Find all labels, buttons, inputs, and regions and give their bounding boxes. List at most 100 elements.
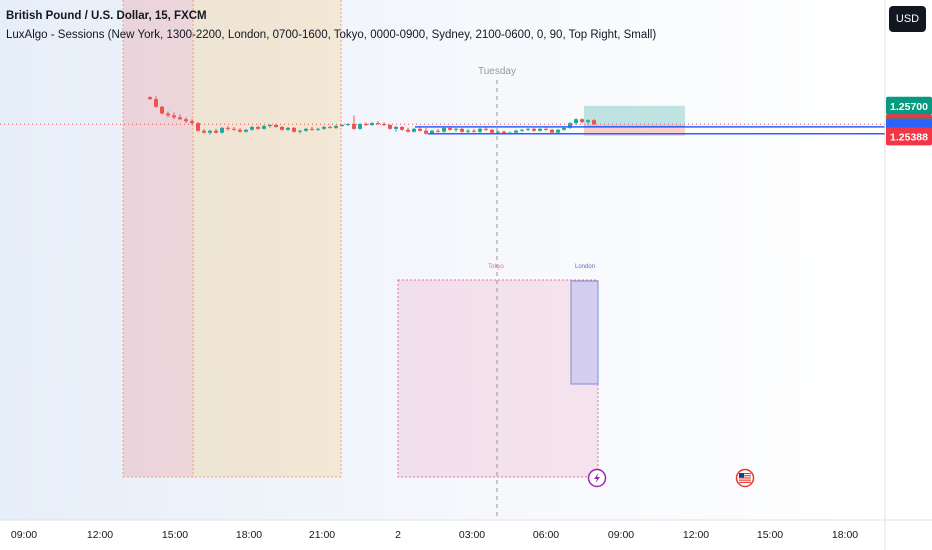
candle: [214, 128, 218, 134]
candle-body: [478, 128, 482, 132]
candle: [460, 127, 464, 133]
candle-body: [538, 128, 542, 131]
currency-button[interactable]: USD: [889, 6, 926, 32]
candle: [298, 129, 302, 134]
candle: [574, 118, 578, 125]
candle: [550, 128, 554, 134]
candle-body: [544, 128, 548, 130]
symbol-title: British Pound / U.S. Dollar, 15, FXCM: [6, 10, 207, 22]
candle: [412, 127, 416, 133]
indicator-legend[interactable]: LuxAlgo - Sessions (New York, 1300-2200,…: [6, 29, 657, 41]
candle: [286, 126, 290, 131]
candle: [466, 128, 470, 134]
candle-body: [490, 129, 494, 133]
position-stop-zone[interactable]: [584, 126, 685, 136]
flag-stripe: [739, 479, 751, 481]
candle: [202, 128, 206, 134]
candle: [250, 125, 254, 131]
candle: [166, 111, 170, 118]
candle-body: [208, 130, 212, 133]
candle: [238, 127, 242, 133]
candle: [394, 125, 398, 132]
candle-body: [502, 131, 506, 134]
candle: [526, 127, 530, 131]
time-tick-label: 15:00: [757, 529, 783, 541]
candle-body: [556, 129, 560, 133]
session-box-london[interactable]: [570, 280, 599, 385]
candle-body: [256, 126, 260, 129]
candle-body: [148, 97, 152, 100]
candle-body: [418, 128, 422, 131]
candle-body: [274, 125, 278, 127]
candle: [352, 115, 356, 130]
candle-body: [310, 128, 314, 130]
candle-body: [184, 119, 188, 122]
candle: [418, 126, 422, 132]
candle-body: [322, 126, 326, 129]
candle: [556, 128, 560, 134]
candle-body: [154, 99, 158, 107]
candle-body: [268, 125, 272, 126]
candle-body: [376, 123, 380, 125]
candle-body: [436, 130, 440, 132]
candle: [388, 124, 392, 130]
candle-body: [334, 125, 338, 128]
chart-background: [0, 0, 885, 520]
candle-body: [430, 130, 434, 134]
candle: [580, 118, 584, 124]
candle-body: [412, 128, 416, 132]
candle: [322, 125, 326, 130]
lightning-icon[interactable]: [587, 468, 607, 488]
candle-body: [202, 130, 206, 133]
candle-body: [232, 128, 236, 130]
candle-body: [550, 129, 554, 133]
candle: [232, 126, 236, 131]
candle: [358, 123, 362, 130]
candle: [490, 128, 494, 134]
candle-body: [574, 119, 578, 124]
candle-body: [562, 127, 566, 130]
candle: [154, 96, 158, 108]
candle-body: [400, 126, 404, 130]
time-tick-label: 09:00: [608, 529, 634, 541]
candle: [304, 127, 308, 132]
candle: [382, 122, 386, 126]
candle: [592, 119, 596, 125]
candle: [184, 117, 188, 124]
candle: [292, 126, 296, 133]
candle: [172, 112, 176, 120]
candle-body: [358, 124, 362, 129]
candle-body: [484, 128, 488, 130]
candle: [208, 129, 212, 135]
target-price-label-bg: [886, 96, 932, 115]
candle-body: [514, 130, 518, 133]
time-tick-label: 21:00: [309, 529, 335, 541]
candle-body: [370, 123, 374, 125]
candle: [376, 121, 380, 125]
candle-body: [454, 128, 458, 130]
candle-body: [364, 124, 368, 126]
candle-body: [244, 129, 248, 132]
candle: [586, 119, 590, 125]
candle-body: [172, 115, 176, 118]
session-box-tokyo[interactable]: [397, 279, 599, 478]
time-tick-label: 2: [395, 529, 401, 541]
position-target-zone[interactable]: [584, 105, 685, 127]
candle: [334, 125, 338, 129]
session-box-newyork: [123, 0, 193, 477]
candle: [364, 122, 368, 126]
candle-body: [394, 126, 398, 129]
candle: [340, 124, 344, 127]
candle: [316, 127, 320, 131]
candle: [310, 126, 314, 131]
candle: [568, 122, 572, 129]
candle: [256, 125, 260, 130]
candle-body: [250, 126, 254, 130]
candle-body: [262, 125, 266, 129]
candle-body: [460, 128, 464, 132]
us-flag-icon[interactable]: [735, 468, 755, 488]
flag-stripe: [739, 481, 751, 483]
time-tick-label: 03:00: [459, 529, 485, 541]
candle-body: [328, 126, 332, 128]
